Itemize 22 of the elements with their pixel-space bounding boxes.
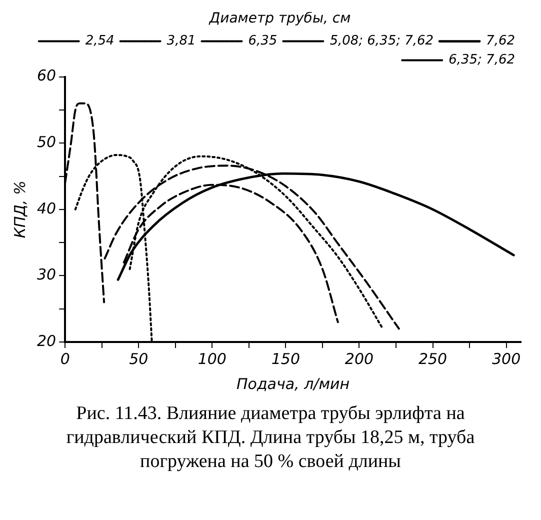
legend-label: 6,35; 7,62 [448,52,516,68]
x-tick-label: 50 [129,350,148,368]
legend-label: 6,35 [248,34,278,49]
x-axis-title: Подача, л/мин [236,374,350,393]
x-tick-label: 300 [492,350,521,368]
legend-label: 7,62 [486,34,516,49]
y-axis-title: КПД, % [10,180,29,238]
y-tick-label: 40 [36,199,56,218]
y-tick-label: 60 [36,66,56,85]
y-tick-label: 20 [36,332,56,350]
legend-title: Диаметр трубы, см [208,10,352,27]
legend-label: 3,81 [166,34,196,49]
legend-label: 2,54 [85,34,114,49]
y-tick-label: 50 [36,132,56,151]
x-tick-label: 200 [344,350,374,368]
text: Рис. 11.43. Влияние диаметра трубы эрлифта на гидравлический КПД. Длина трубы 18,25 м, труба погружена на 50 % своей длины [65,402,476,474]
legend-label: 5,08; 6,35; 7,62 [330,34,434,49]
x-tick-label: 100 [198,350,226,368]
x-tick-label: 250 [418,350,448,368]
x-tick-label: 150 [271,350,300,368]
x-tick-label: 0 [60,350,70,368]
y-tick-label: 30 [36,266,56,284]
